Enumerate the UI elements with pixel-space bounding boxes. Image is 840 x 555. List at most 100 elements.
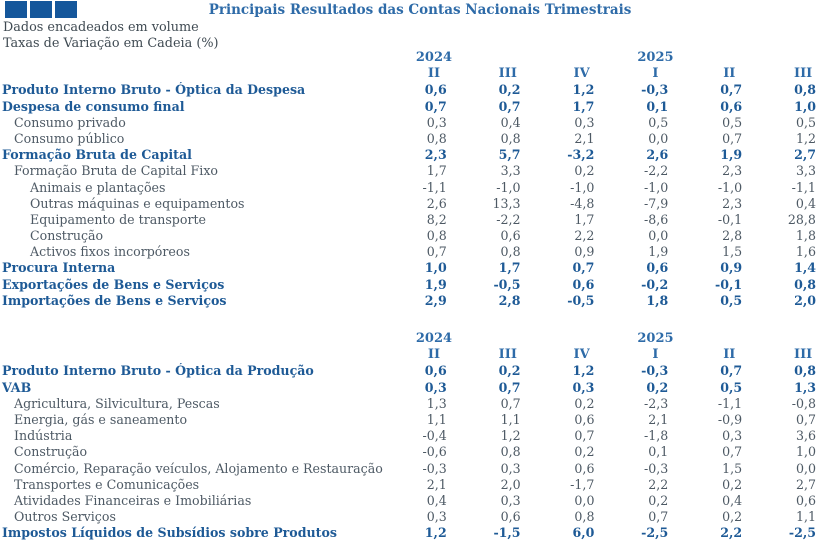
year-cell bbox=[545, 331, 619, 347]
row-label: Produto Interno Bruto - Óptica da Produç… bbox=[2, 363, 314, 379]
table-row: Consumo privado 0,3 0,4 0,3 0,5 0,5 0,5 bbox=[0, 115, 840, 131]
value-cell: -0,1 bbox=[717, 211, 743, 227]
value-cell: 2,0 bbox=[794, 292, 817, 308]
table-row: Activos fixos incorpóreos 0,7 0,8 0,9 1,9 1,5… bbox=[0, 244, 840, 260]
value-cell: 0,4 bbox=[722, 492, 743, 508]
value-cell: 0,0 bbox=[648, 130, 669, 146]
row-label: Animais e plantações bbox=[30, 179, 166, 195]
value-cell: 0,5 bbox=[648, 114, 669, 130]
table-row: Animais e plantações -1,1 -1,0 -1,0 -1,0 -1,0… bbox=[0, 180, 840, 196]
table-row: Consumo público 0,8 0,8 2,1 0,0 0,7 1,2 bbox=[0, 131, 840, 147]
value-cell: 0,1 bbox=[648, 444, 669, 460]
year-cell: 2024 bbox=[415, 331, 453, 346]
value-cell: 2,9 bbox=[424, 292, 447, 308]
value-cell: 1,2 bbox=[500, 428, 521, 444]
value-cell: 1,0 bbox=[796, 444, 817, 460]
value-cell: -0,8 bbox=[791, 395, 817, 411]
value-cell: 0,6 bbox=[500, 509, 521, 525]
value-cell: 0,5 bbox=[722, 114, 743, 130]
value-cell: 0,8 bbox=[794, 276, 817, 292]
value-cell: -0,3 bbox=[641, 363, 669, 379]
value-cell: 1,8 bbox=[646, 292, 669, 308]
year-cell bbox=[545, 50, 619, 66]
table-row: Transportes e Comunicações 2,1 2,0 -1,7 2,2 0… bbox=[0, 477, 840, 493]
value-cell: 0,6 bbox=[646, 260, 669, 276]
value-cell: 8,2 bbox=[426, 211, 447, 227]
value-cell: 0,2 bbox=[646, 379, 669, 395]
table-row: Despesa de consumo final 0,7 0,7 1,7 0,1 0,6 1… bbox=[0, 99, 840, 115]
value-cell: 0,6 bbox=[424, 363, 447, 379]
value-cell: 0,3 bbox=[426, 114, 447, 130]
value-cell: 1,6 bbox=[795, 244, 816, 260]
value-cell: 0,3 bbox=[574, 114, 595, 130]
value-cell: 1,9 bbox=[424, 276, 447, 292]
value-cell: 0,7 bbox=[722, 444, 743, 460]
value-cell: -0,4 bbox=[422, 428, 447, 444]
row-label: Energia, gás e saneamento bbox=[14, 411, 188, 427]
value-cell: 3,3 bbox=[500, 163, 521, 179]
year-cell: 2024 bbox=[415, 50, 453, 65]
value-cell: 3,6 bbox=[796, 428, 817, 444]
table-row: Atividades Financeiras e Imobiliárias 0,4… bbox=[0, 493, 840, 509]
value-cell: 2,6 bbox=[646, 147, 669, 163]
value-cell: 1,8 bbox=[795, 228, 816, 244]
header-spacer bbox=[0, 50, 397, 66]
value-cell: 0,2 bbox=[574, 163, 595, 179]
year-cell bbox=[692, 50, 766, 66]
quarter-cell: II bbox=[427, 347, 441, 363]
value-cell: 2,7 bbox=[796, 476, 817, 492]
value-cell: 0,2 bbox=[648, 492, 669, 508]
value-cell: 1,0 bbox=[794, 98, 817, 114]
value-cell: 0,0 bbox=[648, 228, 669, 244]
value-cell: 0,6 bbox=[572, 276, 595, 292]
year-header-row: 2024 2025 bbox=[0, 331, 840, 347]
value-cell: 1,7 bbox=[572, 98, 595, 114]
value-cell: 0,3 bbox=[500, 460, 521, 476]
value-cell: -2,5 bbox=[641, 525, 669, 541]
value-cell: 0,7 bbox=[498, 98, 521, 114]
table-row: Formação Bruta de Capital 2,3 5,7 -3,2 2,6 1,… bbox=[0, 147, 840, 163]
row-label: Impostos Líquidos de Subsídios sobre Pro… bbox=[2, 525, 337, 541]
value-cell: -2,3 bbox=[644, 395, 669, 411]
year-cell bbox=[766, 331, 840, 347]
quarter-cell: I bbox=[652, 66, 659, 82]
value-cell: -0,6 bbox=[422, 444, 447, 460]
table-row: Comércio, Reparação veículos, Alojamento… bbox=[0, 461, 840, 477]
row-label: Consumo privado bbox=[14, 114, 126, 130]
value-cell: 0,2 bbox=[498, 363, 521, 379]
value-cell: 0,4 bbox=[426, 492, 447, 508]
value-cell: -7,9 bbox=[643, 195, 669, 211]
value-cell: 2,1 bbox=[426, 476, 447, 492]
value-cell: 0,6 bbox=[424, 82, 447, 98]
table-row: VAB 0,3 0,7 0,3 0,2 0,5 1,3 bbox=[0, 380, 840, 396]
value-cell: -3,2 bbox=[567, 147, 595, 163]
value-cell: 0,6 bbox=[500, 228, 521, 244]
value-cell: 2,1 bbox=[648, 411, 669, 427]
value-cell: 1,1 bbox=[796, 509, 817, 525]
value-cell: 0,7 bbox=[796, 411, 817, 427]
value-cell: 0,3 bbox=[722, 428, 743, 444]
row-label: Outras máquinas e equipamentos bbox=[30, 195, 245, 211]
value-cell: 0,3 bbox=[424, 379, 447, 395]
row-label: Indústria bbox=[14, 428, 73, 444]
value-cell: -1,0 bbox=[717, 179, 743, 195]
quarter-header-row: II III IV I II III bbox=[0, 66, 840, 82]
value-cell: -0,3 bbox=[422, 460, 447, 476]
row-label: Formação Bruta de Capital bbox=[2, 147, 192, 163]
value-cell: 0,7 bbox=[424, 98, 447, 114]
header-spacer bbox=[0, 66, 397, 82]
value-cell: -1,0 bbox=[496, 179, 521, 195]
value-cell: 1,2 bbox=[424, 525, 447, 541]
value-cell: -1,0 bbox=[570, 179, 595, 195]
value-cell: 0,6 bbox=[574, 460, 595, 476]
row-label: Equipamento de transporte bbox=[30, 211, 206, 227]
table-producao: 2024 2025 II III IV I II III Produto Interno Bru… bbox=[0, 331, 840, 541]
value-cell: 0,9 bbox=[720, 260, 743, 276]
table-row: Procura Interna 1,0 1,7 0,7 0,6 0,9 1,4 bbox=[0, 260, 840, 276]
value-cell: 0,2 bbox=[574, 395, 595, 411]
value-cell: -0,1 bbox=[715, 276, 743, 292]
header-spacer bbox=[0, 347, 397, 363]
row-label: Agricultura, Silvicultura, Pescas bbox=[14, 395, 220, 411]
value-cell: -1,0 bbox=[643, 179, 669, 195]
quarter-cell: III bbox=[793, 66, 813, 82]
